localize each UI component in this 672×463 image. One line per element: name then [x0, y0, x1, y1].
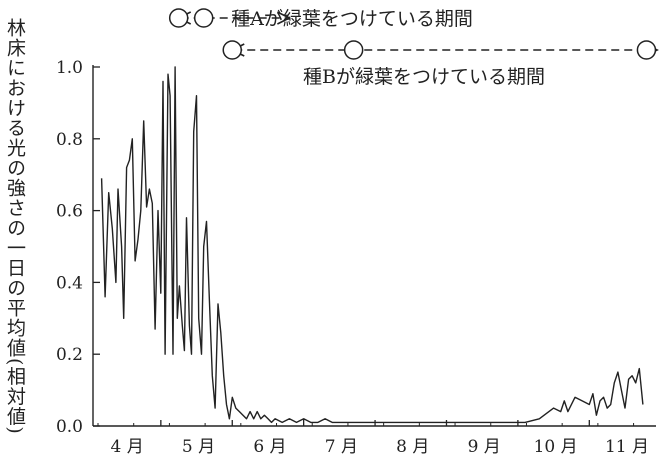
- y-tick-label: 0.8: [56, 130, 83, 150]
- period-label: 種Aが緑葉をつけている期間: [231, 8, 473, 30]
- x-tick-label: 7 月: [325, 437, 358, 457]
- x-tick-label: 4 月: [111, 437, 144, 457]
- x-tick-label: 6 月: [253, 437, 286, 457]
- x-tick-label: 10 月: [534, 437, 578, 457]
- y-axis-label: 林床における光の強さの一日の平均値(相対値): [4, 18, 26, 435]
- axes: 0.0 0.2 0.4 0.6 0.8 1.0 4 月 5 月 6 月 7 月 8 月 9 月 10 月…: [56, 58, 656, 457]
- y-tick-label: 0.0: [56, 417, 83, 437]
- x-tick-label: 5 月: [182, 437, 215, 457]
- x-tick-label: 9 月: [468, 437, 501, 457]
- plot-area: [100, 66, 644, 424]
- y-tick-label: 1.0: [56, 58, 83, 78]
- light-intensity-line: [100, 66, 644, 424]
- x-tick-label: 8 月: [396, 437, 429, 457]
- open-circle-marker: [168, 8, 189, 28]
- y-tick-label: 0.4: [56, 273, 83, 293]
- y-tick-label: 0.2: [56, 345, 83, 365]
- arrow-head-right: [277, 11, 292, 25]
- y-tick-label: 0.6: [56, 202, 83, 222]
- open-circle-marker: [636, 40, 657, 60]
- open-circle-marker: [193, 8, 214, 28]
- period-label: 種Bが緑葉をつけている期間: [303, 66, 545, 88]
- x-tick-label: 11 月: [605, 437, 649, 457]
- open-circle-marker: [222, 40, 242, 60]
- open-circle-marker: [343, 40, 364, 60]
